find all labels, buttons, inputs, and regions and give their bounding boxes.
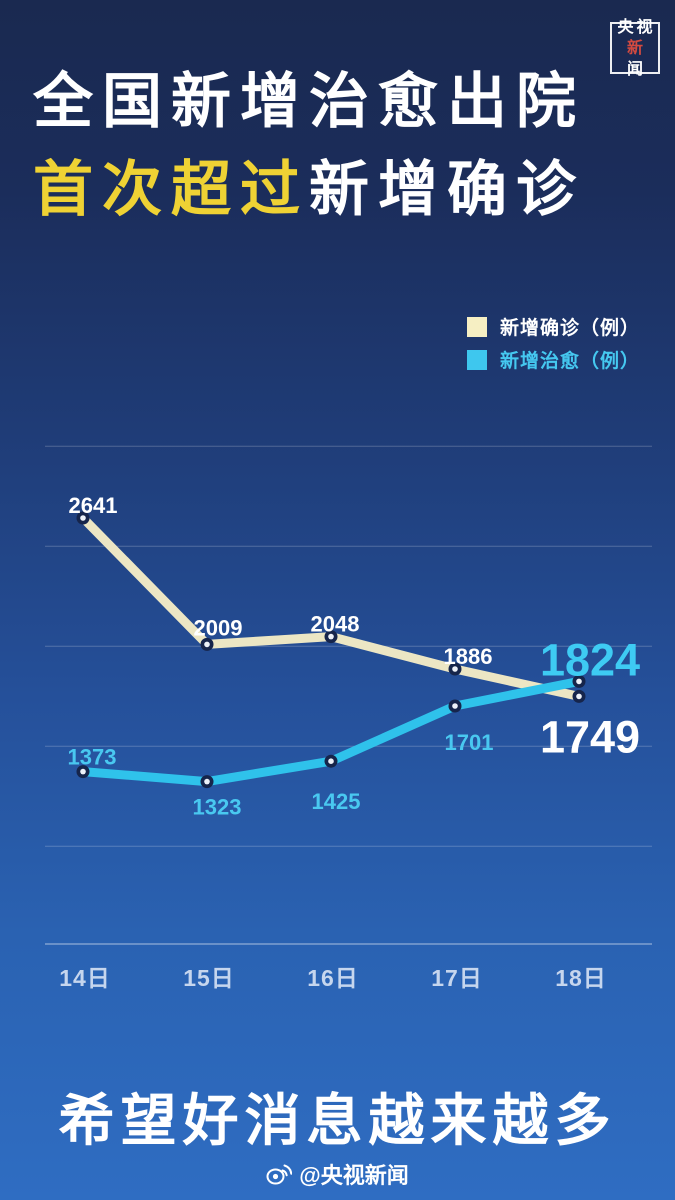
data-label: 1749 — [540, 711, 640, 762]
legend-swatch-cured — [467, 349, 487, 370]
data-point-center — [576, 693, 582, 700]
title-line2-highlight: 首次超过 — [33, 156, 309, 223]
data-label: 1373 — [68, 745, 117, 770]
footer-credit: @央视新闻 — [0, 1158, 675, 1190]
data-label: 1425 — [312, 789, 361, 814]
x-tick-label: 18日 — [555, 965, 607, 991]
data-point-center — [204, 641, 210, 648]
legend-label-cured: 新增治愈（例） — [500, 351, 641, 372]
series-line-0 — [78, 513, 584, 701]
weibo-handle: @央视新闻 — [299, 1163, 409, 1188]
data-point-center — [204, 778, 210, 785]
legend-item-confirmed: 新增确诊（例） — [467, 310, 640, 343]
data-label: 2048 — [311, 612, 360, 637]
data-point-center — [452, 703, 458, 709]
logo-text-row2: 新闻 — [624, 38, 646, 80]
logo-text-rest: 闻 — [626, 60, 646, 78]
data-point-center — [80, 768, 86, 775]
legend-swatch-confirmed — [467, 316, 487, 337]
weibo-icon — [266, 1164, 293, 1185]
data-label: 1886 — [444, 644, 493, 669]
data-point-center — [452, 666, 458, 672]
data-point-center — [80, 515, 86, 521]
legend-label-confirmed: 新增确诊（例） — [500, 318, 641, 339]
chart-legend: 新增确诊（例） 新增治愈（例） — [467, 310, 640, 376]
title-line2: 首次超过新增确诊 — [33, 146, 585, 234]
data-label: 1824 — [540, 634, 640, 685]
legend-item-cured: 新增治愈（例） — [467, 343, 640, 376]
footer-headline: 希望好消息越来越多 — [58, 1089, 617, 1152]
trend-line-chart: 14日 15日 16日 17日 18日 2641 2009 2048 1886 1749 1373 1… — [45, 445, 652, 991]
title-line2-rest: 新增确诊 — [309, 156, 585, 223]
data-point-center — [328, 633, 334, 640]
title-line1: 全国新增治愈出院 — [33, 68, 585, 135]
x-tick-label: 14日 — [59, 965, 111, 991]
x-tick-label: 15日 — [183, 965, 235, 991]
poster-title: 全国新增治愈出院 首次超过新增确诊 — [33, 58, 585, 234]
data-label: 1323 — [193, 795, 242, 820]
data-label: 2009 — [194, 615, 243, 640]
x-tick-label: 17日 — [431, 965, 483, 991]
data-point-center — [576, 678, 582, 685]
data-point-center — [328, 758, 334, 764]
x-tick-label: 16日 — [307, 965, 359, 991]
logo-text-red: 新 — [626, 39, 646, 57]
logo-text-row1: 央视 — [617, 18, 656, 36]
cctv-news-logo: 央视 新闻 — [610, 19, 660, 78]
data-label: 1701 — [445, 730, 494, 755]
data-label: 2641 — [69, 493, 118, 518]
